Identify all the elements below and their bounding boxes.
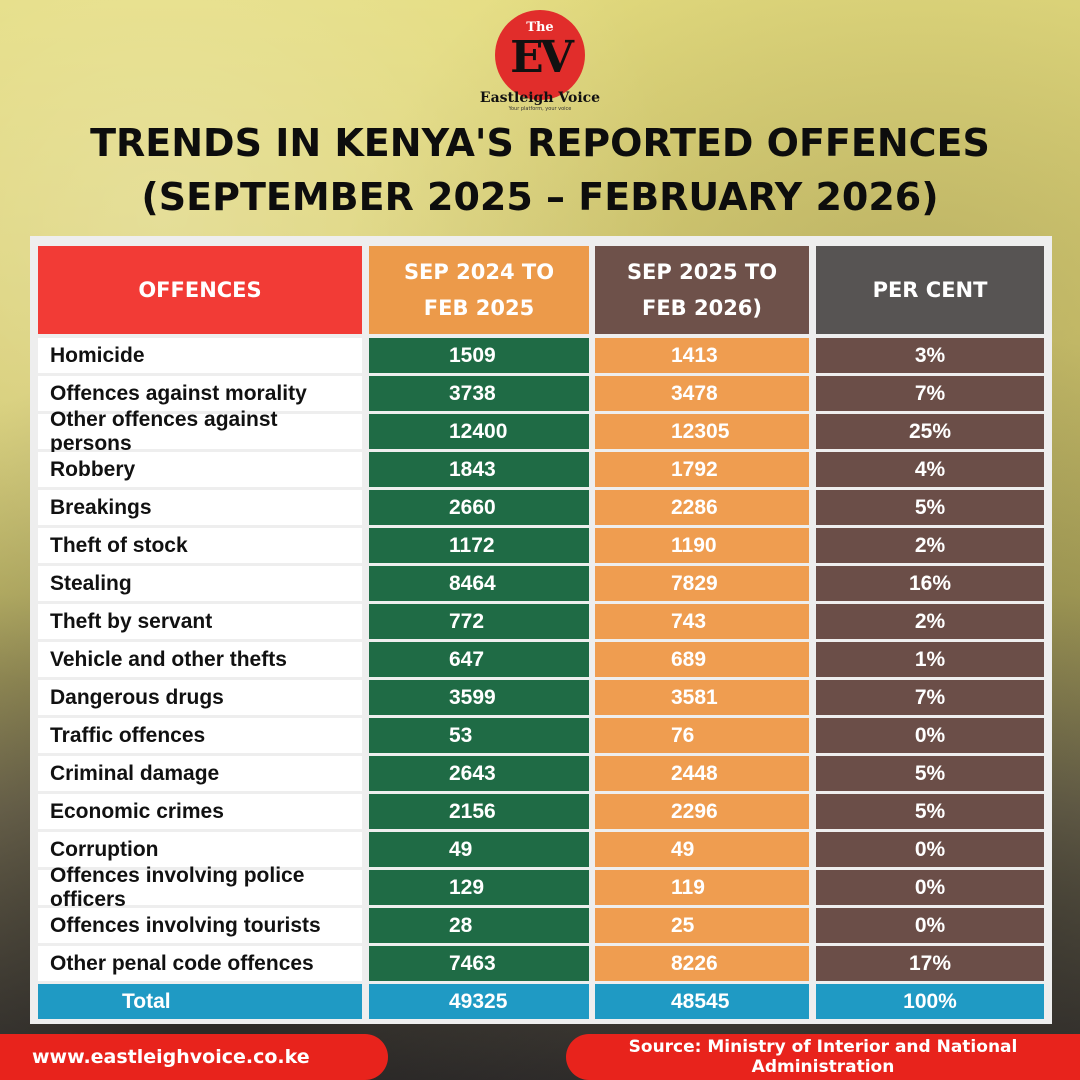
total-label: Total [38, 984, 362, 1019]
value-per-cent: 5% [816, 490, 1044, 525]
website-footer: www.eastleighvoice.co.ke [0, 1034, 388, 1080]
value-sep-2025-feb-2026: 3581 [595, 680, 809, 715]
total-sep-2024-feb-2025: 49325 [369, 984, 589, 1019]
eastleigh-voice-logo: The EV [495, 10, 585, 100]
offence-name: Theft of stock [38, 528, 362, 563]
value-sep-2025-feb-2026: 119 [595, 870, 809, 905]
value-per-cent: 2% [816, 528, 1044, 563]
value-per-cent: 0% [816, 908, 1044, 943]
offence-name: Robbery [38, 452, 362, 487]
value-sep-2024-feb-2025: 2660 [369, 490, 589, 525]
logo-circle [495, 10, 585, 100]
value-sep-2025-feb-2026: 76 [595, 718, 809, 753]
value-sep-2025-feb-2026: 2286 [595, 490, 809, 525]
value-sep-2025-feb-2026: 12305 [595, 414, 809, 449]
value-sep-2025-feb-2026: 25 [595, 908, 809, 943]
offence-name: Corruption [38, 832, 362, 867]
value-sep-2024-feb-2025: 647 [369, 642, 589, 677]
value-sep-2024-feb-2025: 772 [369, 604, 589, 639]
offence-name: Offences involving police officers [38, 864, 362, 911]
value-sep-2025-feb-2026: 689 [595, 642, 809, 677]
value-sep-2025-feb-2026: 49 [595, 832, 809, 867]
value-sep-2024-feb-2025: 53 [369, 718, 589, 753]
value-per-cent: 0% [816, 718, 1044, 753]
value-sep-2024-feb-2025: 28 [369, 908, 589, 943]
value-per-cent: 17% [816, 946, 1044, 981]
value-sep-2024-feb-2025: 2156 [369, 794, 589, 829]
value-per-cent: 25% [816, 414, 1044, 449]
value-per-cent: 7% [816, 376, 1044, 411]
header-prev-label: SEP 2024 TO FEB 2025 [403, 260, 555, 320]
value-sep-2024-feb-2025: 129 [369, 870, 589, 905]
offence-name: Homicide [38, 338, 362, 373]
offence-name: Offences against morality [38, 376, 362, 411]
source-footer: Source: Ministry of Interior and Nationa… [566, 1034, 1080, 1080]
value-sep-2025-feb-2026: 1413 [595, 338, 809, 373]
value-sep-2024-feb-2025: 1509 [369, 338, 589, 373]
value-per-cent: 5% [816, 794, 1044, 829]
value-per-cent: 3% [816, 338, 1044, 373]
header-curr-label: SEP 2025 TO FEB 2026) [626, 260, 778, 320]
value-sep-2024-feb-2025: 3599 [369, 680, 589, 715]
value-sep-2024-feb-2025: 2643 [369, 756, 589, 791]
value-sep-2024-feb-2025: 12400 [369, 414, 589, 449]
offence-name: Theft by servant [38, 604, 362, 639]
offence-name: Traffic offences [38, 718, 362, 753]
logo-the-text: The [526, 20, 554, 35]
value-sep-2025-feb-2026: 2448 [595, 756, 809, 791]
value-sep-2025-feb-2026: 3478 [595, 376, 809, 411]
header-sep-2025-feb-2026: SEP 2025 TO FEB 2026) [595, 246, 809, 334]
value-sep-2025-feb-2026: 8226 [595, 946, 809, 981]
value-per-cent: 2% [816, 604, 1044, 639]
offence-name: Offences involving tourists [38, 908, 362, 943]
value-sep-2024-feb-2025: 1172 [369, 528, 589, 563]
offence-name: Breakings [38, 490, 362, 525]
logo-ev-text: EV [510, 32, 574, 83]
offence-name: Vehicle and other thefts [38, 642, 362, 677]
offence-name: Other offences against persons [38, 408, 362, 455]
header-per-cent: PER CENT [816, 246, 1044, 334]
header-offences: OFFENCES [38, 246, 362, 334]
value-per-cent: 5% [816, 756, 1044, 791]
value-sep-2025-feb-2026: 2296 [595, 794, 809, 829]
page-title: TRENDS IN KENYA'S REPORTED OFFENCES (SEP… [0, 116, 1080, 224]
brand-tagline: Your platform, your voice [508, 106, 572, 112]
value-per-cent: 0% [816, 870, 1044, 905]
value-sep-2025-feb-2026: 7829 [595, 566, 809, 601]
value-per-cent: 4% [816, 452, 1044, 487]
value-sep-2024-feb-2025: 49 [369, 832, 589, 867]
value-sep-2024-feb-2025: 1843 [369, 452, 589, 487]
total-per-cent: 100% [816, 984, 1044, 1019]
header-sep-2024-feb-2025: SEP 2024 TO FEB 2025 [369, 246, 589, 334]
value-sep-2025-feb-2026: 1190 [595, 528, 809, 563]
value-sep-2025-feb-2026: 1792 [595, 452, 809, 487]
value-per-cent: 1% [816, 642, 1044, 677]
offence-name: Other penal code offences [38, 946, 362, 981]
value-sep-2024-feb-2025: 7463 [369, 946, 589, 981]
total-sep-2025-feb-2026: 48545 [595, 984, 809, 1019]
value-per-cent: 16% [816, 566, 1044, 601]
offence-name: Criminal damage [38, 756, 362, 791]
value-sep-2024-feb-2025: 3738 [369, 376, 589, 411]
brand-name: Eastleigh Voice [479, 90, 601, 106]
value-sep-2024-feb-2025: 8464 [369, 566, 589, 601]
value-per-cent: 7% [816, 680, 1044, 715]
title-line-2: (SEPTEMBER 2025 – FEBRUARY 2026) [141, 175, 939, 219]
offence-name: Stealing [38, 566, 362, 601]
offences-table: OFFENCES SEP 2024 TO FEB 2025 SEP 2025 T… [30, 236, 1052, 1024]
value-sep-2025-feb-2026: 743 [595, 604, 809, 639]
title-line-1: TRENDS IN KENYA'S REPORTED OFFENCES [90, 121, 990, 165]
offence-name: Economic crimes [38, 794, 362, 829]
value-per-cent: 0% [816, 832, 1044, 867]
offence-name: Dangerous drugs [38, 680, 362, 715]
